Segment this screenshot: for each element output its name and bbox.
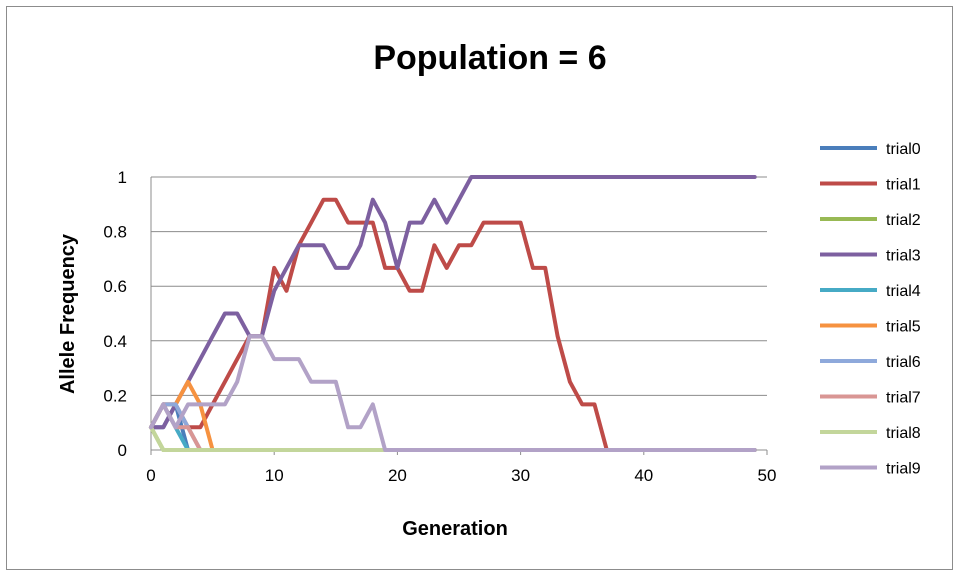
series-line-trial2 <box>149 425 757 452</box>
legend-label-trial9: trial9 <box>886 461 921 478</box>
chart-title: Population = 6 <box>373 39 606 77</box>
y-tick-label: 0.4 <box>103 332 127 351</box>
x-tick-label: 40 <box>634 466 653 485</box>
x-tick-label: 0 <box>146 466 155 485</box>
y-tick-label: 1 <box>118 168 127 187</box>
series-line-trial4 <box>149 402 757 452</box>
x-tick-labels: 0 10 20 30 40 50 <box>146 466 776 485</box>
legend-label-trial2: trial2 <box>886 212 921 229</box>
axes <box>150 177 768 455</box>
series-line-trial9 <box>149 334 757 452</box>
series-line-trial1 <box>149 197 757 452</box>
legend-label-trial6: trial6 <box>886 354 921 371</box>
series-line-trial3 <box>149 175 757 430</box>
x-tick-label: 50 <box>758 466 777 485</box>
series-line-trial0 <box>149 402 757 452</box>
legend-label-trial8: trial8 <box>886 425 921 442</box>
legend-label-trial3: trial3 <box>886 248 921 265</box>
legend-label-trial5: trial5 <box>886 319 921 336</box>
y-axis-label: Allele Frequency <box>57 233 79 394</box>
legend-label-trial0: trial0 <box>886 141 921 158</box>
series-line-trial5 <box>149 379 757 452</box>
legend-label-trial4: trial4 <box>886 283 921 300</box>
legend: trial0 trial1 trial2 trial3 trial4 trial5 tria… <box>820 141 921 478</box>
x-tick-label: 10 <box>265 466 284 485</box>
series-line-trial8 <box>149 425 757 452</box>
x-axis-label: Generation <box>402 518 508 540</box>
y-tick-labels: 0 0.2 0.4 0.6 0.8 1 <box>103 168 127 460</box>
x-tick-label: 30 <box>511 466 530 485</box>
series-line-trial7 <box>149 402 757 452</box>
y-tick-label: 0.2 <box>103 386 127 405</box>
y-tick-label: 0.8 <box>103 223 127 242</box>
legend-label-trial7: trial7 <box>886 390 921 407</box>
x-tick-label: 20 <box>388 466 407 485</box>
chart-area <box>6 6 953 570</box>
legend-label-trial1: trial1 <box>886 177 921 194</box>
series-line-trial6 <box>149 402 757 452</box>
series-lines <box>149 175 757 452</box>
y-tick-label: 0.6 <box>103 277 127 296</box>
y-tick-label: 0 <box>118 441 127 460</box>
